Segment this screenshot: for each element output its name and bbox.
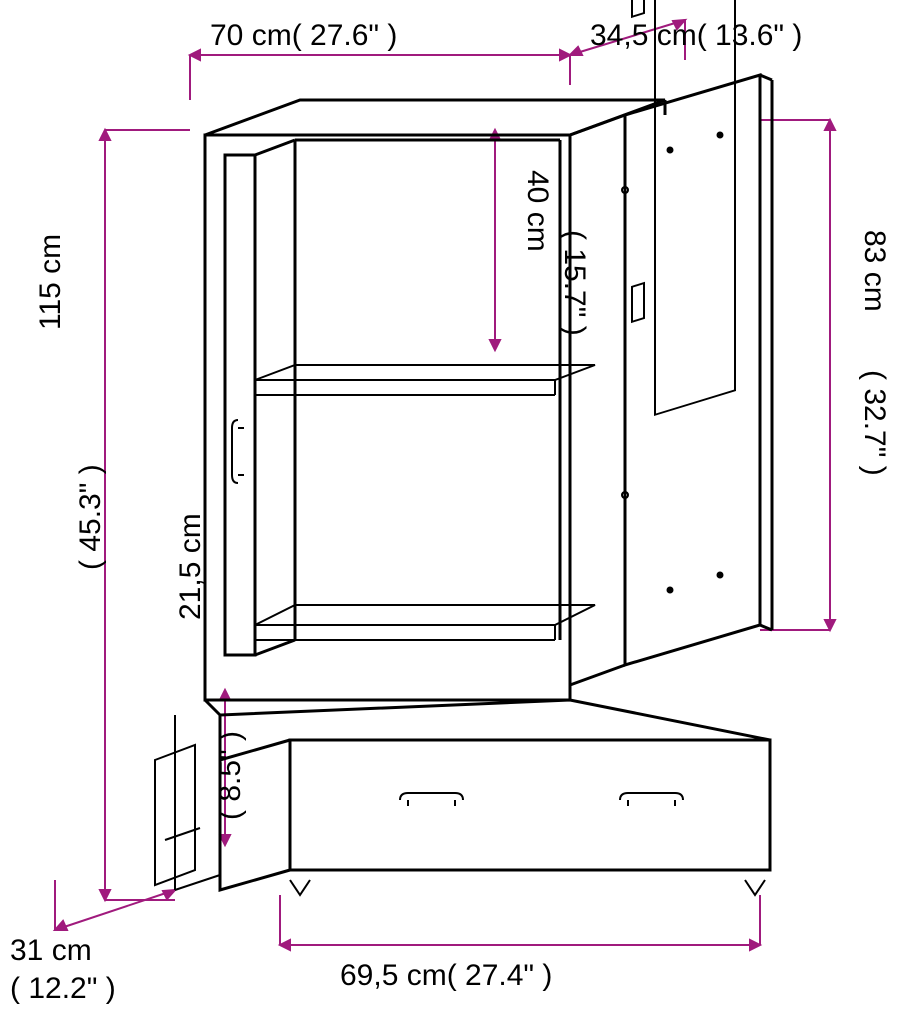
label-drawer-cm: 21,5 cm xyxy=(174,513,207,620)
label-width-bottom: 69,5 cm( 27.4" ) xyxy=(340,959,552,992)
label-height-total-in: ( 45.3" ) xyxy=(74,464,107,570)
label-shelf-cm: 40 cm xyxy=(521,170,554,252)
label-shelf-in: ( 15.7" ) xyxy=(558,230,591,336)
label-depth-bottom-in: ( 12.2" ) xyxy=(10,972,116,1005)
label-door-cm: 83 cm xyxy=(858,230,891,312)
label-door-in: ( 32.7" ) xyxy=(858,370,891,476)
cabinet-diagram: 70 cm( 27.6" ) 34,5 cm( 13.6" ) 115 cm (… xyxy=(0,0,897,1020)
label-width-top: 70 cm( 27.6" ) xyxy=(210,19,397,52)
cabinet-outline xyxy=(155,0,772,895)
dimension-lines xyxy=(55,20,835,950)
label-height-total-cm: 115 cm xyxy=(34,234,67,330)
label-drawer-in: ( 8.5" ) xyxy=(214,731,247,820)
label-depth-top: 34,5 cm( 13.6" ) xyxy=(590,19,802,52)
label-depth-bottom-cm: 31 cm xyxy=(10,934,92,967)
